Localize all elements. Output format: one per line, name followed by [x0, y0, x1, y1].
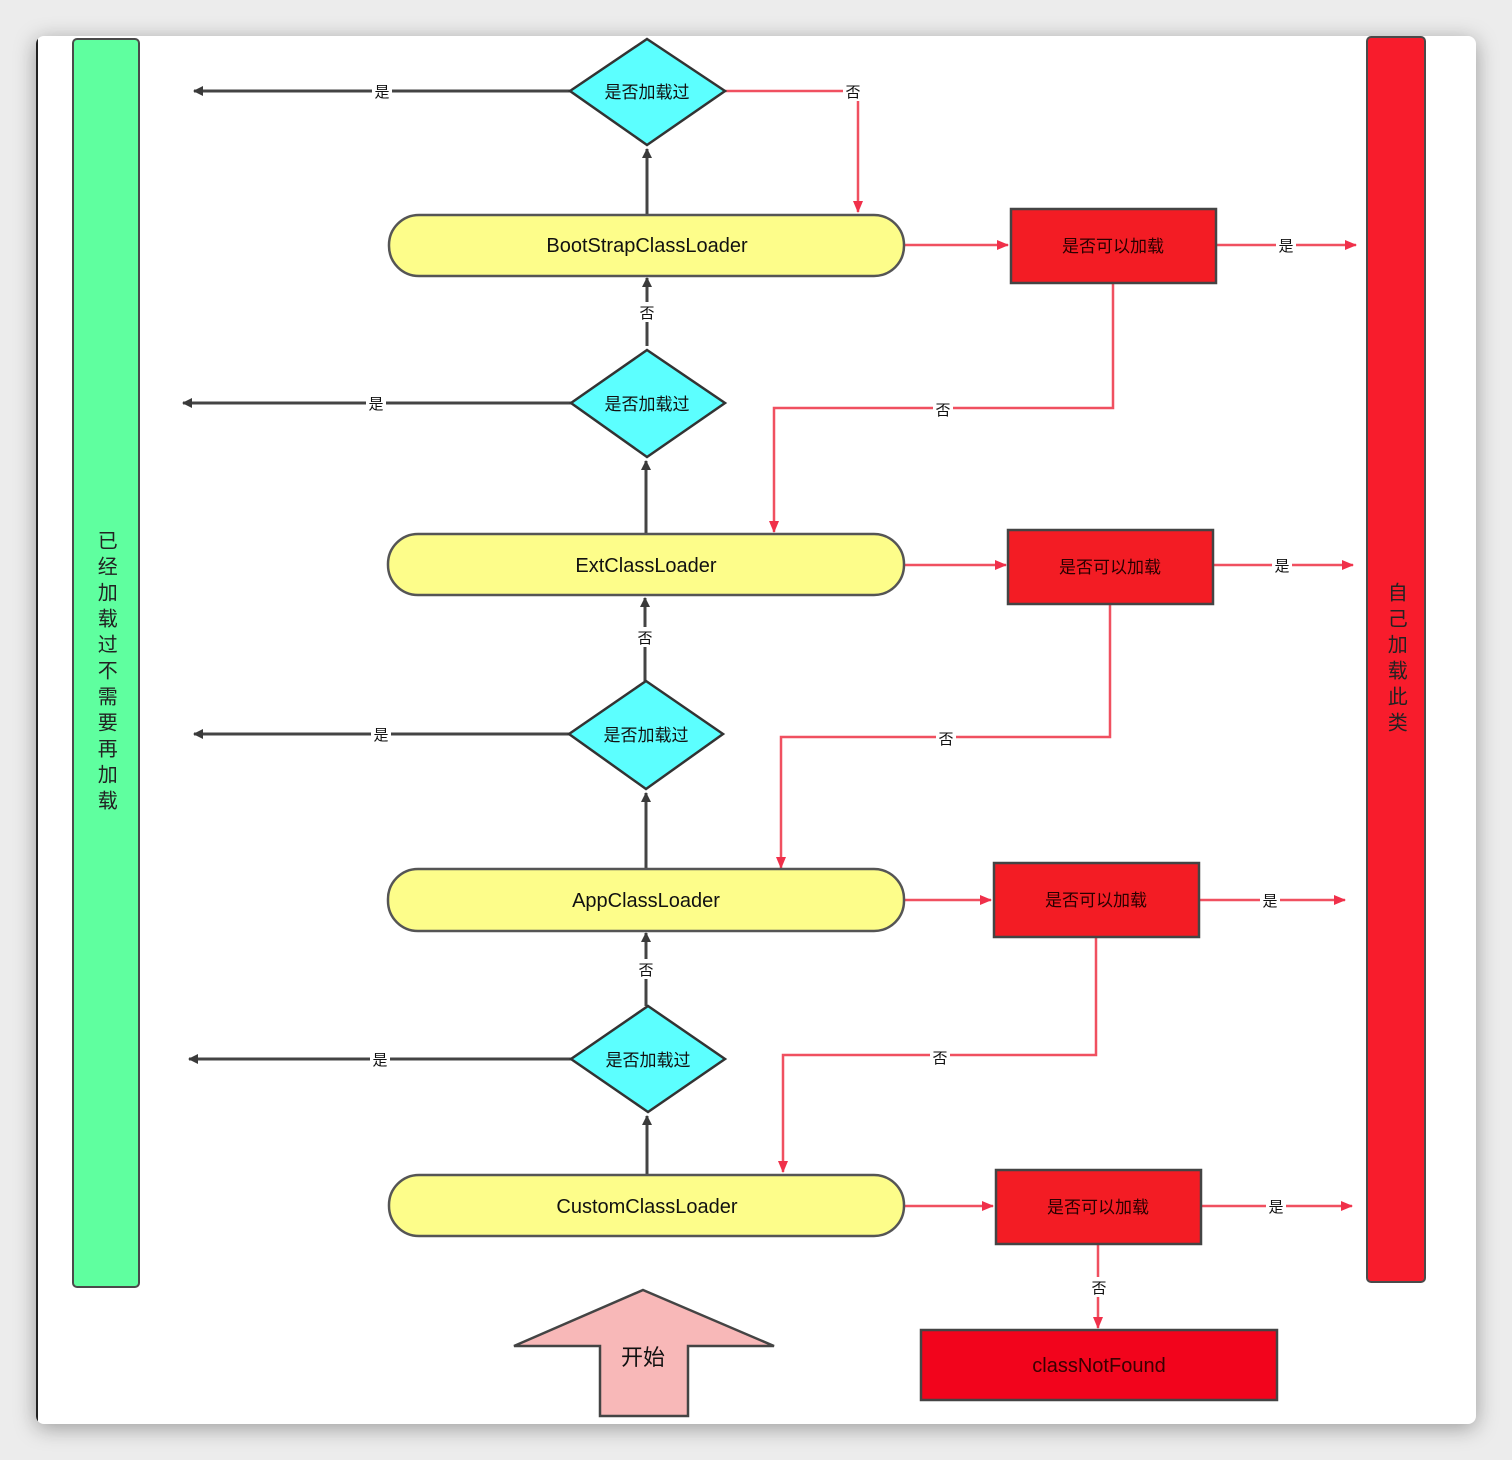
- edge-label-yes-2: 是: [368, 395, 383, 413]
- can-load-label-2: 是否可以加载: [1059, 558, 1161, 578]
- loader-label-custom: CustomClassLoader: [556, 1196, 738, 1218]
- self-load-label: 自己加载此类: [1384, 582, 1409, 738]
- edge-label-yes-7: 是: [1262, 892, 1277, 910]
- diamond-label-1: 是否加载过: [605, 83, 690, 103]
- class-loading-flowchart: BootStrapClassLoader ExtClassLoader AppC…: [72, 36, 1426, 1418]
- class-not-found-label: classNotFound: [1032, 1355, 1165, 1377]
- edge-label-yes-4: 是: [372, 1051, 387, 1069]
- can-load-box-1: [1009, 207, 1218, 285]
- edge-label-yes-6: 是: [1274, 557, 1289, 575]
- edge-label-no-3: 否: [935, 401, 950, 419]
- start-arrow: [513, 1288, 775, 1418]
- edge-label-no-5: 否: [938, 730, 953, 748]
- can-load-box-4: [994, 1168, 1203, 1246]
- edge-label-no-8: 否: [1091, 1279, 1106, 1297]
- loader-box-custom: [387, 1173, 906, 1238]
- edge-label-yes-1: 是: [374, 83, 389, 101]
- edge-label-yes-5: 是: [1278, 237, 1293, 255]
- start-label: 开始: [621, 1346, 665, 1371]
- parent-delegation-links: [640, 148, 652, 1174]
- diamond-2: [568, 348, 728, 459]
- diamond-label-2: 是否加载过: [605, 395, 690, 415]
- loader-box-ext: [386, 532, 906, 597]
- diamond-label-3: 是否加载过: [604, 726, 689, 746]
- edge-label-no-4: 否: [637, 629, 652, 647]
- edge-label-no-2: 否: [639, 304, 654, 322]
- can-load-box-2: [1006, 528, 1215, 606]
- diamond-top: [567, 37, 728, 147]
- edge-label-no-1: 否: [845, 83, 860, 101]
- can-load-label-4: 是否可以加载: [1047, 1198, 1149, 1218]
- diagram-canvas: BootStrapClassLoader ExtClassLoader AppC…: [36, 36, 1476, 1424]
- self-load-bar: [1366, 36, 1426, 1283]
- loader-box-bootstrap: [387, 213, 906, 278]
- diamond-4: [568, 1004, 728, 1114]
- loader-label-ext: ExtClassLoader: [575, 555, 717, 577]
- can-load-label-3: 是否可以加载: [1045, 891, 1147, 911]
- edge-label-no-6: 否: [638, 961, 653, 979]
- already-loaded-bar: [72, 38, 140, 1288]
- loader-label-app: AppClassLoader: [572, 890, 720, 912]
- diamond-3: [566, 679, 726, 791]
- edge-label-yes-3: 是: [373, 726, 388, 744]
- diamond-label-4: 是否加载过: [606, 1051, 691, 1071]
- edge-label-no-7: 否: [932, 1049, 947, 1067]
- edge-label-yes-8: 是: [1268, 1198, 1283, 1216]
- can-load-box-3: [992, 861, 1201, 939]
- can-load-label-1: 是否可以加载: [1062, 237, 1164, 257]
- class-not-found-box: [919, 1328, 1279, 1402]
- self-load-text: 自己加载此类: [1384, 582, 1408, 738]
- already-loaded-label: 已经加载过不需要再加载: [94, 530, 119, 816]
- loader-box-app: [386, 867, 906, 933]
- loader-label-bootstrap: BootStrapClassLoader: [546, 235, 748, 257]
- already-loaded-text: 已经加载过不需要再加载: [94, 530, 118, 816]
